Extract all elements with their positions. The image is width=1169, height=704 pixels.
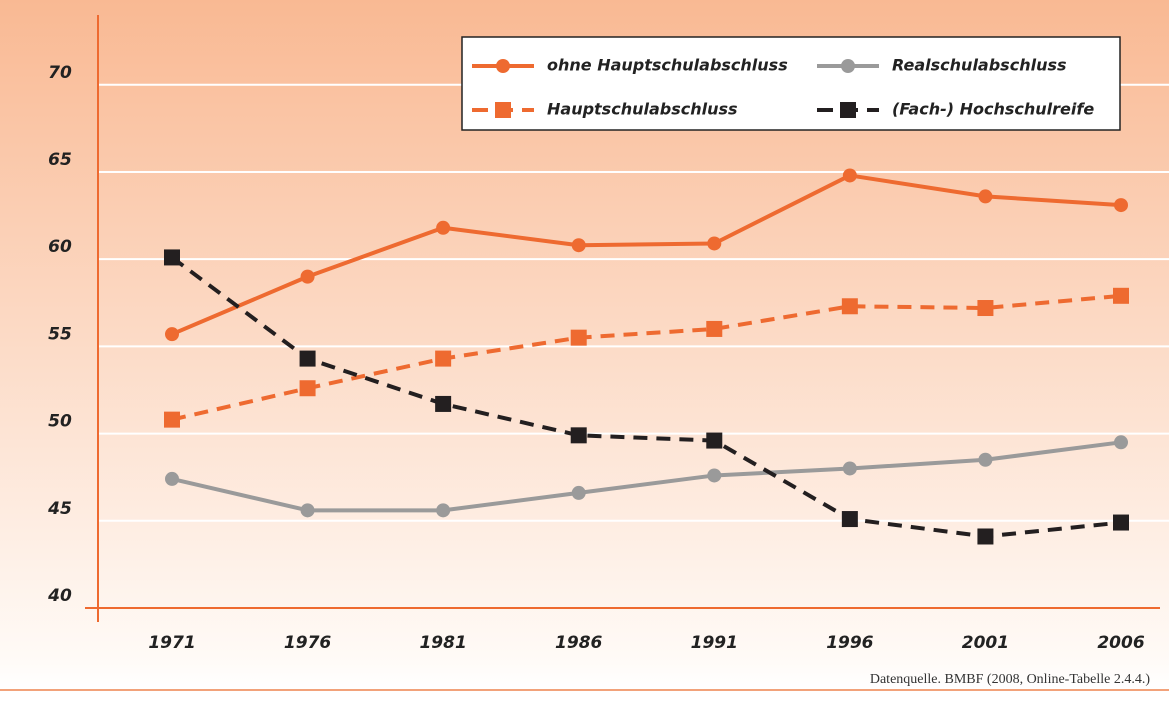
data-point — [165, 471, 179, 486]
y-tick-label: 50 — [48, 412, 72, 432]
data-point — [706, 320, 723, 337]
data-point — [977, 528, 994, 545]
data-point — [571, 238, 586, 253]
x-tick-label: 1986 — [555, 633, 602, 653]
y-tick-label: 40 — [47, 586, 72, 606]
series-line — [170, 255, 1122, 539]
x-tick-label: 2001 — [962, 633, 1009, 653]
legend-label: Realschulabschluss — [892, 56, 1067, 75]
x-tick-label: 1981 — [419, 633, 466, 653]
data-point — [300, 269, 315, 284]
data-point — [842, 168, 857, 183]
data-point — [436, 220, 451, 235]
legend-marker — [496, 59, 510, 73]
data-point — [707, 468, 722, 483]
data-point — [300, 503, 315, 518]
data-point — [299, 350, 316, 367]
data-point — [299, 380, 316, 397]
data-point — [164, 411, 180, 428]
legend — [461, 36, 1121, 131]
legend-marker — [840, 102, 856, 118]
data-point — [436, 503, 451, 518]
y-tick-label: 55 — [48, 324, 72, 344]
data-point — [842, 461, 857, 476]
legend-label: ohne Hauptschulabschluss — [547, 56, 788, 75]
data-point — [1114, 435, 1128, 450]
x-tick-label: 2006 — [1097, 633, 1144, 653]
x-tick-label: 1996 — [826, 633, 873, 653]
data-point — [435, 350, 452, 367]
legend-marker — [495, 102, 511, 118]
legend-marker — [841, 59, 855, 73]
data-point — [841, 298, 858, 315]
y-tick-label: 65 — [48, 150, 72, 170]
y-tick-label: 45 — [47, 499, 72, 519]
data-point — [164, 249, 180, 266]
data-point — [1114, 198, 1128, 213]
data-point — [570, 329, 587, 346]
data-point — [1113, 514, 1129, 531]
x-tick-label: 1976 — [284, 633, 331, 653]
y-tick-label: 60 — [48, 237, 72, 257]
data-point — [571, 485, 586, 500]
x-tick-label: 1971 — [148, 633, 195, 653]
series-line — [171, 293, 1122, 422]
data-point — [978, 452, 993, 467]
legend-label: (Fach-) Hochschulreife — [892, 100, 1094, 119]
series-line — [171, 173, 1122, 337]
data-point — [977, 300, 994, 317]
x-tick-label: 1991 — [691, 633, 738, 653]
legend-label: Hauptschulabschluss — [547, 100, 738, 119]
series-line — [171, 440, 1122, 513]
data-point — [706, 432, 723, 449]
data-point — [570, 427, 587, 444]
data-point — [1113, 287, 1129, 304]
source-note: Datenquelle. BMBF (2008, Online-Tabelle … — [870, 672, 1150, 687]
data-point — [435, 395, 452, 412]
data-point — [707, 236, 722, 251]
data-point — [841, 511, 858, 528]
data-point — [165, 327, 179, 342]
y-tick-label: 70 — [48, 63, 72, 83]
data-point — [978, 189, 993, 204]
